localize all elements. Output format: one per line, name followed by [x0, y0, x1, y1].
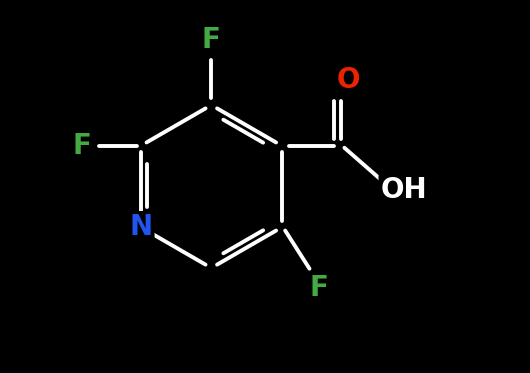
Text: O: O	[337, 66, 360, 94]
Text: N: N	[129, 213, 152, 241]
Text: F: F	[310, 274, 328, 302]
Text: F: F	[202, 26, 221, 54]
Text: F: F	[72, 132, 91, 160]
Text: OH: OH	[381, 176, 427, 204]
